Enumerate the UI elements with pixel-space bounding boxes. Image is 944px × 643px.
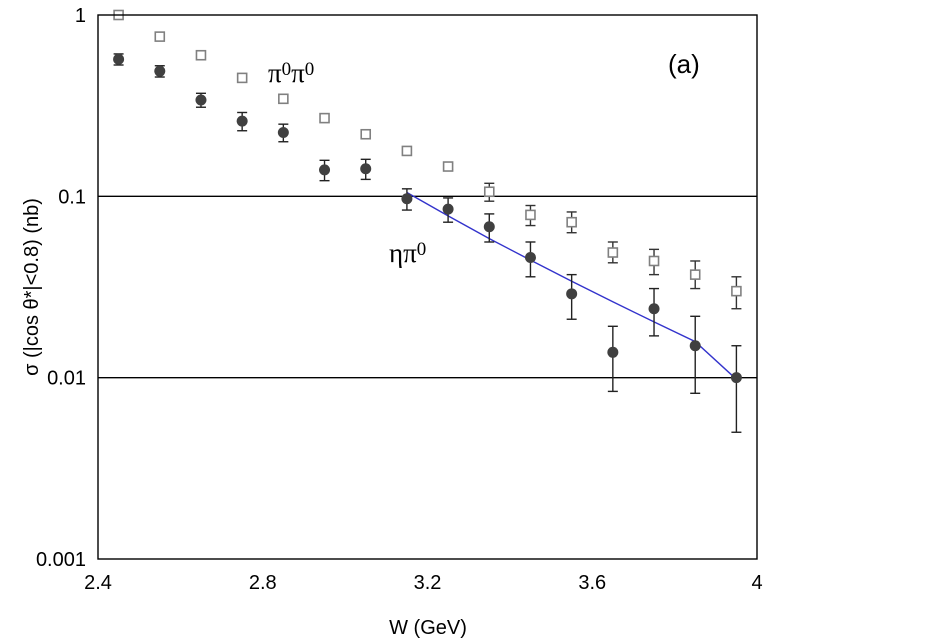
marker-etapi0 <box>277 126 289 138</box>
series-label-etapi0: ηπ0 <box>389 238 426 268</box>
x-axis-ticks: 2.4 2.8 3.2 3.6 4 <box>84 572 762 594</box>
y-tick-label: 0.1 <box>58 186 86 208</box>
marker-pi0pi0 <box>236 72 248 84</box>
marker-pi0pi0 <box>689 269 701 280</box>
x-tick-label: 2.8 <box>249 572 277 594</box>
x-axis-title: W (GeV) <box>389 617 467 639</box>
gridlines <box>98 195 757 379</box>
marker-etapi0 <box>401 193 413 205</box>
marker-pi0pi0 <box>731 285 742 297</box>
marker-etapi0 <box>648 303 660 315</box>
marker-etapi0 <box>483 221 495 233</box>
marker-etapi0 <box>442 203 454 215</box>
marker-pi0pi0 <box>483 186 495 198</box>
marker-pi0pi0 <box>154 31 166 42</box>
marker-pi0pi0 <box>525 209 536 221</box>
y-tick-label: 0.001 <box>36 549 86 571</box>
marker-pi0pi0 <box>607 247 619 258</box>
series-label-pi0pi0: π0π0 <box>268 58 314 88</box>
y-tick-label: 1 <box>75 5 86 27</box>
marker-pi0pi0 <box>648 255 660 267</box>
panel-label: (a) <box>668 49 700 79</box>
marker-etapi0 <box>319 164 331 176</box>
x-tick-label: 4 <box>751 572 762 594</box>
marker-etapi0 <box>360 163 372 175</box>
marker-pi0pi0 <box>319 112 330 124</box>
marker-pi0pi0 <box>195 49 207 61</box>
y-axis-title: σ (|cos θ*|<0.8) (nb) <box>21 198 43 376</box>
marker-etapi0 <box>113 53 125 65</box>
x-tick-label: 3.6 <box>578 572 606 594</box>
error-bars <box>113 53 742 433</box>
marker-etapi0 <box>154 65 166 77</box>
marker-pi0pi0 <box>442 161 454 172</box>
marker-etapi0 <box>689 340 701 352</box>
marker-pi0pi0 <box>278 93 289 105</box>
marker-pi0pi0 <box>566 216 577 228</box>
marker-etapi0 <box>236 115 248 127</box>
marker-etapi0 <box>524 251 536 263</box>
marker-etapi0 <box>730 372 742 384</box>
marker-pi0pi0 <box>401 145 413 157</box>
marker-etapi0 <box>566 288 578 300</box>
y-tick-label: 0.01 <box>47 368 86 390</box>
marker-pi0pi0 <box>360 128 372 140</box>
y-axis-ticks: 0.001 0.01 0.1 1 <box>36 5 86 571</box>
x-tick-label: 2.4 <box>84 572 112 594</box>
marker-etapi0 <box>607 346 619 358</box>
marker-etapi0 <box>195 94 207 106</box>
x-tick-label: 3.2 <box>414 572 442 594</box>
plot-frame <box>97 14 758 560</box>
